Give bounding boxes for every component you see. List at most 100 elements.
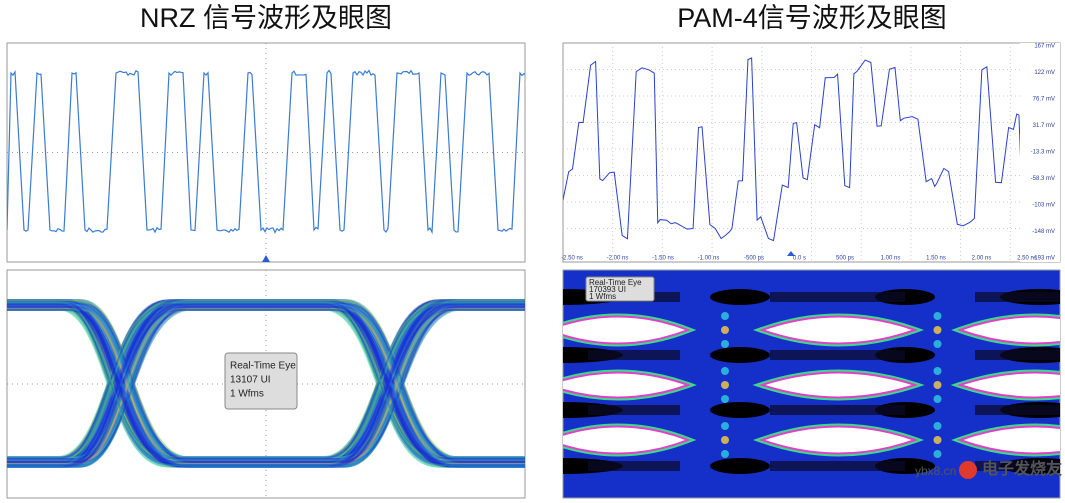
- eye-trace: [7, 303, 525, 460]
- eye-trace: [7, 305, 525, 463]
- eye-crossing: [721, 422, 729, 430]
- eye-trace: [7, 303, 525, 462]
- eye-trace: [7, 301, 525, 468]
- eye-info-text: 170393 UI: [589, 285, 626, 294]
- axis-strip: [1020, 43, 1060, 262]
- y-tick-label: -193 mV: [1032, 256, 1055, 262]
- eye-trace: [7, 303, 525, 466]
- eye-trace: [7, 308, 525, 466]
- eye-trace: [7, 300, 525, 461]
- eye-trace: [7, 299, 525, 460]
- nrz-wave-panel: [6, 42, 526, 263]
- y-tick-label: -58.3 mV: [1031, 176, 1055, 182]
- eye-trace: [7, 303, 525, 459]
- eye-trace: [7, 307, 525, 466]
- y-tick-label: -13.3 mV: [1031, 150, 1055, 156]
- eye-trace: [7, 302, 525, 465]
- eye-trace: [7, 306, 525, 461]
- eye-trace: [7, 305, 525, 463]
- nrz-trace: [7, 69, 525, 235]
- y-tick-label: -148 mV: [1032, 229, 1055, 235]
- eye-crossing: [721, 436, 729, 444]
- eye-trace: [7, 299, 525, 461]
- eye-trace: [7, 299, 525, 461]
- eye-trace: [7, 306, 525, 465]
- eye-crossing: [933, 436, 942, 444]
- eye-opening: [956, 371, 1060, 399]
- eye-trace: [7, 305, 525, 467]
- eye-trace: [7, 308, 525, 465]
- eye-trace: [7, 308, 525, 468]
- y-tick-label: 31.7 mV: [1033, 123, 1055, 129]
- eye-trace: [7, 304, 525, 461]
- eye-trace: [7, 308, 525, 459]
- eye-trace: [7, 307, 525, 465]
- nrz-wave: [7, 43, 525, 262]
- watermark-logo: [959, 461, 977, 479]
- eye-trace: [7, 301, 525, 460]
- eye-crossing: [933, 450, 942, 458]
- eye-trace: [7, 299, 525, 466]
- eye-trace: [7, 301, 525, 468]
- eye-trace: [7, 302, 525, 466]
- eye-trace: [7, 308, 525, 466]
- eye-trace: [7, 305, 525, 466]
- eye-trace: [7, 303, 525, 464]
- eye-trace: [7, 300, 525, 460]
- eye-trace: [7, 301, 525, 462]
- eye-trace: [7, 299, 525, 468]
- eye-info-text: 13107 UI: [230, 375, 271, 386]
- eye-trace: [7, 300, 525, 460]
- eye-trace: [7, 299, 525, 459]
- eye-crossing: [721, 326, 729, 334]
- x-tick-label: 1.00 ns: [881, 256, 901, 262]
- eye-trace: [7, 303, 525, 462]
- x-tick-label: -1.50 ns: [652, 256, 674, 262]
- eye-trace: [7, 307, 525, 468]
- eye-trace: [7, 300, 525, 464]
- eye-trace: [7, 307, 525, 463]
- eye-trace: [7, 306, 525, 468]
- eye-trace: [7, 306, 525, 461]
- eye-trace: [7, 300, 525, 461]
- eye-trace: [7, 308, 525, 461]
- eye-trace: [7, 305, 525, 466]
- eye-trace: [7, 302, 525, 463]
- eye-trace: [7, 304, 525, 465]
- pam4-trace: [563, 57, 1027, 242]
- right-title: PAM-4信号波形及眼图: [677, 3, 947, 33]
- eye-trace: [7, 305, 525, 463]
- eye-trace: [7, 299, 525, 461]
- eye-trace: [7, 302, 525, 468]
- eye-trace: [7, 302, 525, 465]
- eye-trace: [7, 304, 525, 467]
- eye-trace: [7, 307, 525, 464]
- eye-trace: [7, 303, 525, 468]
- eye-crossing: [721, 312, 729, 320]
- eye-trace: [7, 305, 525, 464]
- eye-dense: [710, 347, 770, 363]
- eye-trace: [7, 299, 525, 467]
- eye-trace: [7, 308, 525, 459]
- eye-trace: [7, 301, 525, 467]
- eye-trace: [7, 302, 525, 462]
- y-tick-label: 76.7 mV: [1033, 97, 1055, 103]
- eye-trace: [7, 305, 525, 464]
- eye-opening: [563, 425, 691, 455]
- eye-trace: [7, 301, 525, 459]
- eye-trace: [7, 308, 525, 467]
- eye-trace: [7, 305, 525, 464]
- eye-crossing: [721, 450, 729, 458]
- pam4-eye-info: [585, 276, 655, 302]
- eye-trace: [7, 299, 525, 465]
- eye-info-text: 1 Wfms: [589, 292, 616, 301]
- left-title: NRZ 信号波形及眼图: [140, 3, 392, 33]
- nrz-eye-info: [224, 352, 298, 410]
- eye-trace: [7, 305, 525, 467]
- eye-trace: [7, 308, 525, 468]
- eye-trace: [7, 303, 525, 468]
- eye-trace: [7, 305, 525, 459]
- eye-opening: [957, 315, 1060, 345]
- eye-opening: [563, 371, 691, 399]
- y-tick-label: 167 mV: [1034, 44, 1055, 50]
